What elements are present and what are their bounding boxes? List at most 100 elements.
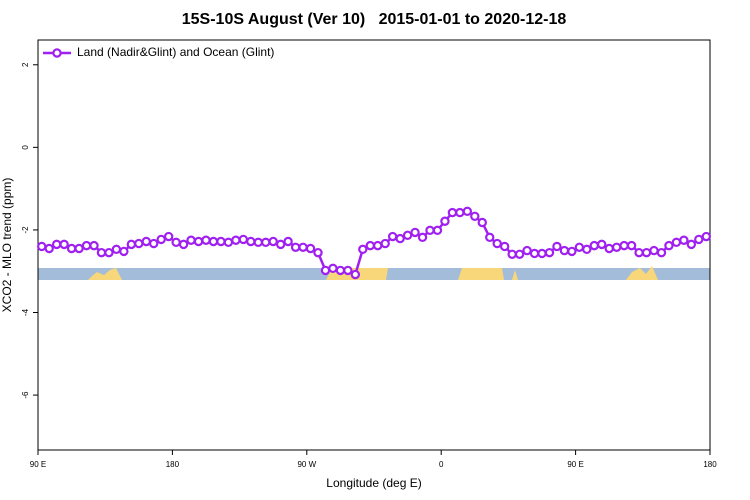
data-point (365, 240, 375, 251)
x-tick-label: 180 (166, 460, 180, 469)
data-point (507, 249, 517, 259)
y-tick-label: -4 (21, 308, 30, 316)
chart-title: 15S-10S August (Ver 10) 2015-01-01 to 20… (182, 11, 567, 28)
data-point (126, 239, 137, 250)
data-point (59, 239, 69, 250)
data-point (208, 236, 219, 247)
data-point (171, 237, 181, 248)
x-tick-label: 90 E (30, 460, 46, 469)
y-tick-label: 2 (21, 62, 30, 67)
data-point (104, 247, 114, 258)
data-point (358, 244, 368, 255)
data-point (335, 265, 346, 276)
data-point (514, 249, 525, 259)
data-point (649, 245, 659, 256)
data-point (597, 239, 607, 250)
data-point (402, 230, 413, 240)
data-point (283, 236, 293, 247)
data-point (417, 232, 428, 243)
data-point (149, 238, 159, 249)
data-point (626, 240, 637, 251)
data-point (328, 263, 338, 274)
data-point (671, 237, 682, 248)
data-point (66, 243, 77, 254)
data-point (425, 225, 435, 236)
data-point (261, 237, 271, 248)
data-point (552, 241, 562, 252)
x-axis-label: Longitude (deg E) (326, 476, 421, 490)
data-point (485, 232, 495, 243)
data-point (395, 233, 405, 244)
data-point (163, 231, 174, 242)
data-point (193, 236, 204, 247)
land-patch (512, 270, 518, 280)
data-point (477, 217, 487, 228)
data-point (298, 242, 308, 252)
data-point (305, 243, 316, 254)
data-point (387, 231, 398, 242)
data-point (537, 248, 547, 259)
data-point (440, 216, 450, 226)
data-point (634, 247, 644, 258)
data-point (320, 265, 331, 276)
data-point (81, 240, 92, 251)
data-point (410, 227, 420, 238)
data-point (574, 242, 585, 252)
data-point (686, 239, 697, 250)
land-patch (458, 268, 504, 280)
x-tick-label: 0 (439, 460, 444, 469)
data-point (679, 235, 689, 245)
data-point (664, 240, 674, 251)
data-point (238, 234, 249, 245)
data-point (134, 238, 144, 249)
data-point (37, 241, 47, 252)
y-tick-label: 0 (21, 145, 30, 150)
land-patch (88, 268, 122, 280)
data-point (178, 239, 189, 250)
data-point (701, 231, 711, 242)
data-point (544, 247, 555, 258)
data-point (111, 244, 122, 255)
data-point (559, 245, 570, 256)
y-tick-label: -6 (21, 391, 30, 399)
data-point (156, 234, 166, 245)
data-point (96, 247, 107, 258)
data-point (290, 242, 301, 252)
data-point (380, 238, 390, 249)
data-point (141, 236, 151, 247)
data-point (522, 245, 532, 256)
data-point (492, 238, 502, 249)
data-point (470, 211, 480, 222)
data-point (74, 243, 84, 254)
data-point (343, 265, 353, 276)
data-point (268, 236, 278, 247)
data-point (223, 237, 234, 248)
data-point (611, 242, 622, 252)
data-point (432, 225, 443, 236)
land-ocean-mask (38, 266, 710, 280)
data-point (119, 246, 129, 257)
data-point (186, 235, 196, 245)
data-point (462, 206, 473, 217)
data-point (455, 207, 465, 218)
data-point (604, 243, 614, 254)
data-point (694, 234, 704, 245)
data-point (216, 236, 226, 247)
data-point (582, 244, 592, 255)
data-point (350, 269, 361, 280)
data-point (313, 247, 323, 258)
x-tick-label: 90 E (567, 460, 583, 469)
data-point (231, 235, 241, 245)
data-point (447, 207, 458, 218)
land-patch (626, 266, 658, 280)
data-point (589, 240, 599, 251)
data-point (201, 235, 211, 245)
y-axis-label: XCO2 - MLO trend (ppm) (0, 178, 14, 313)
legend-marker (52, 48, 62, 58)
data-point (275, 239, 286, 250)
data-point (619, 240, 629, 251)
data-point (253, 237, 263, 248)
data-point (567, 246, 577, 257)
legend-label: Land (Nadir&Glint) and Ocean (Glint) (77, 45, 274, 59)
data-point (641, 247, 652, 258)
